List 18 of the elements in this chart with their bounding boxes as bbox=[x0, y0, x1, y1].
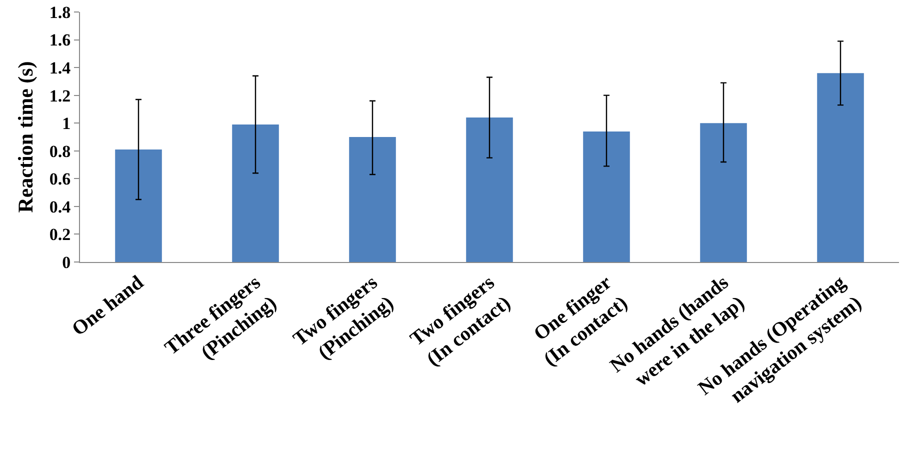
bar bbox=[817, 73, 864, 262]
bar bbox=[583, 131, 630, 262]
y-tick-label: 1.4 bbox=[49, 58, 72, 78]
y-tick-label: 0.8 bbox=[49, 142, 71, 161]
y-tick-label: 0.4 bbox=[49, 197, 72, 216]
y-tick-label: 0.6 bbox=[49, 170, 71, 189]
y-tick-label: 1.2 bbox=[49, 86, 71, 106]
y-tick-label: 0 bbox=[62, 252, 71, 272]
bar bbox=[466, 118, 513, 262]
y-tick-label: 1.6 bbox=[49, 30, 71, 50]
y-tick-label: 1.8 bbox=[49, 2, 71, 22]
bar bbox=[349, 137, 396, 262]
bar bbox=[115, 150, 162, 262]
y-tick-label: 1 bbox=[62, 114, 71, 134]
y-axis-title: Reaction time (s) bbox=[14, 61, 38, 213]
y-tick-label: 0.2 bbox=[49, 225, 71, 244]
bar bbox=[232, 124, 279, 262]
bar bbox=[700, 123, 747, 262]
